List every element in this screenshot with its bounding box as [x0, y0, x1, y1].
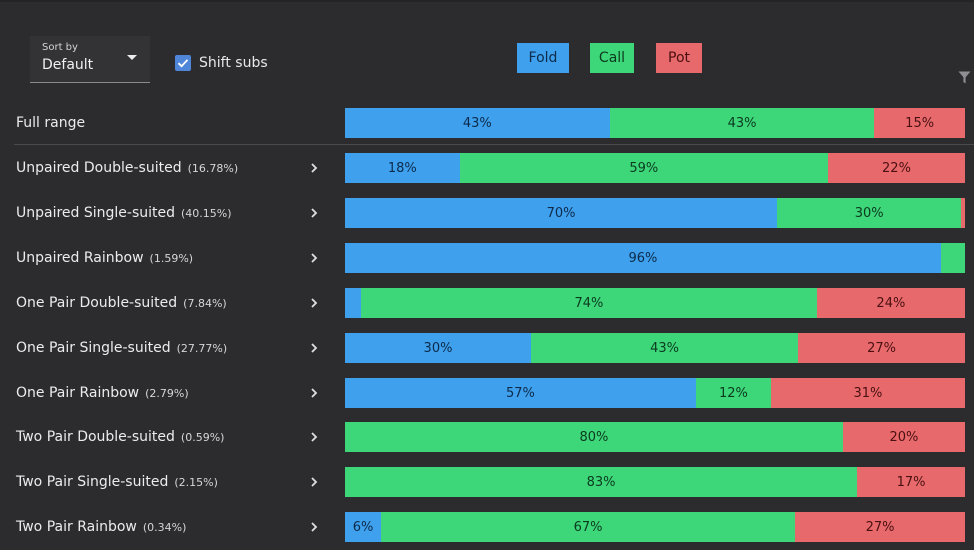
bar-segment-call: 30% — [777, 198, 962, 228]
legend-fold-button[interactable]: Fold — [517, 43, 569, 73]
row-name: Unpaired Double-suited — [16, 160, 182, 176]
row-name: Two Pair Double-suited — [16, 429, 175, 445]
strategy-bar[interactable]: 30% 43% 27% — [345, 333, 965, 363]
strategy-bar[interactable]: 43% 43% 15% — [345, 108, 965, 138]
legend-call-button[interactable]: Call — [590, 43, 634, 73]
sort-dropdown[interactable]: Sort by Default — [30, 36, 150, 83]
bar-segment-call: 59% — [459, 153, 828, 183]
range-row[interactable]: Unpaired Rainbow (1.59%) 96% — [0, 243, 974, 273]
strategy-bar[interactable]: 18% 59% 22% — [345, 153, 965, 183]
bar-segment-call: 67% — [381, 512, 796, 542]
bar-segment-fold: 70% — [345, 198, 778, 228]
range-row[interactable]: Unpaired Double-suited (16.78%) 18% 59% 22% — [0, 153, 974, 183]
chevron-right-icon[interactable] — [310, 252, 318, 264]
row-percentage: (1.59%) — [149, 252, 194, 265]
row-percentage: (27.77%) — [176, 342, 228, 355]
row-label: Unpaired Rainbow (1.59%) — [16, 243, 193, 273]
range-row[interactable]: Two Pair Rainbow (0.34%) 6% 67% 27% — [0, 512, 974, 542]
row-percentage: (16.78%) — [187, 162, 239, 175]
range-row[interactable]: One Pair Rainbow (2.79%) 57% 12% 31% — [0, 378, 974, 408]
row-name: Two Pair Single-suited — [16, 474, 169, 490]
row-label: Two Pair Double-suited (0.59%) — [16, 422, 224, 452]
bar-segment-pot: 17% — [857, 467, 965, 497]
legend-pot-button[interactable]: Pot — [656, 43, 702, 73]
chevron-right-icon[interactable] — [310, 162, 318, 174]
sort-value: Default — [42, 57, 94, 73]
bar-segment-call: 80% — [345, 422, 843, 452]
bar-segment-pot: 27% — [795, 512, 966, 542]
bar-segment-pot: 27% — [798, 333, 965, 363]
bar-segment-fold: 30% — [345, 333, 531, 363]
full-range-row: Full range 43% 43% 15% — [0, 108, 974, 138]
bar-segment-fold — [345, 288, 362, 318]
strategy-bar[interactable]: 83% 17% — [345, 467, 965, 497]
row-label: One Pair Rainbow (2.79%) — [16, 378, 189, 408]
filter-icon[interactable] — [958, 71, 971, 84]
row-percentage: (2.79%) — [145, 387, 189, 400]
chevron-right-icon[interactable] — [310, 431, 318, 443]
row-label: Two Pair Rainbow (0.34%) — [16, 512, 186, 542]
row-label: Two Pair Single-suited (2.15%) — [16, 467, 218, 497]
top-strip — [0, 0, 974, 2]
strategy-bar[interactable]: 80% 20% — [345, 422, 965, 452]
bar-segment-pot: 15% — [874, 108, 965, 138]
bar-segment-pot: 22% — [827, 153, 965, 183]
row-name: Two Pair Rainbow — [16, 519, 137, 535]
row-name: Unpaired Rainbow — [16, 250, 144, 266]
bar-segment-call: 12% — [695, 378, 771, 408]
bar-segment-call: 83% — [345, 467, 858, 497]
row-name: One Pair Rainbow — [16, 385, 140, 401]
row-label: Unpaired Double-suited (16.78%) — [16, 153, 238, 183]
row-percentage: (0.34%) — [142, 521, 187, 534]
row-percentage: (2.15%) — [174, 476, 218, 489]
bar-segment-fold: 6% — [345, 512, 381, 542]
strategy-bar[interactable]: 96% — [345, 243, 965, 273]
chevron-right-icon[interactable] — [310, 207, 318, 219]
chevron-right-icon[interactable] — [310, 387, 318, 399]
row-percentage: (7.84%) — [183, 297, 227, 310]
row-name: Unpaired Single-suited — [16, 205, 176, 221]
bar-segment-fold: 18% — [345, 153, 460, 183]
chevron-right-icon[interactable] — [310, 297, 318, 309]
bar-segment-pot: 31% — [770, 378, 965, 408]
bar-segment-pot: 24% — [816, 288, 965, 318]
row-name: Full range — [16, 115, 86, 131]
row-percentage: (0.59%) — [180, 431, 225, 444]
row-label: One Pair Single-suited (27.77%) — [16, 333, 227, 363]
range-row[interactable]: One Pair Single-suited (27.77%) 30% 43% 27% — [0, 333, 974, 363]
full-range-divider — [14, 144, 974, 145]
row-label: One Pair Double-suited (7.84%) — [16, 288, 227, 318]
bar-segment-fold: 43% — [345, 108, 610, 138]
row-name: One Pair Double-suited — [16, 295, 178, 311]
strategy-bar[interactable]: 70% 30% — [345, 198, 965, 228]
chevron-right-icon[interactable] — [310, 342, 318, 354]
bar-segment-call: 43% — [531, 333, 799, 363]
bar-segment-call: 74% — [361, 288, 817, 318]
strategy-bar[interactable]: 74% 24% — [345, 288, 965, 318]
strategy-bar[interactable]: 6% 67% 27% — [345, 512, 966, 542]
shift-subs-label: Shift subs — [199, 55, 268, 71]
bar-segment-call: 43% — [609, 108, 875, 138]
chevron-down-icon — [127, 55, 137, 60]
row-label: Full range — [16, 108, 85, 138]
bar-segment-fold: 96% — [345, 243, 941, 273]
strategy-bar[interactable]: 57% 12% 31% — [345, 378, 965, 408]
sort-label: Sort by — [42, 42, 78, 53]
bar-segment-pot — [961, 198, 965, 228]
row-name: One Pair Single-suited — [16, 340, 171, 356]
range-row[interactable]: One Pair Double-suited (7.84%) 74% 24% — [0, 288, 974, 318]
row-percentage: (40.15%) — [181, 207, 232, 220]
bar-segment-fold: 57% — [345, 378, 696, 408]
bar-segment-call — [940, 243, 965, 273]
bar-segment-pot: 20% — [842, 422, 965, 452]
row-label: Unpaired Single-suited (40.15%) — [16, 198, 232, 228]
chevron-right-icon[interactable] — [310, 476, 318, 488]
checkmark-icon — [177, 59, 189, 68]
range-row[interactable]: Unpaired Single-suited (40.15%) 70% 30% — [0, 198, 974, 228]
shift-subs-checkbox[interactable] — [175, 55, 191, 71]
chevron-right-icon[interactable] — [310, 521, 318, 533]
range-row[interactable]: Two Pair Single-suited (2.15%) 83% 17% — [0, 467, 974, 497]
range-row[interactable]: Two Pair Double-suited (0.59%) 80% 20% — [0, 422, 974, 452]
